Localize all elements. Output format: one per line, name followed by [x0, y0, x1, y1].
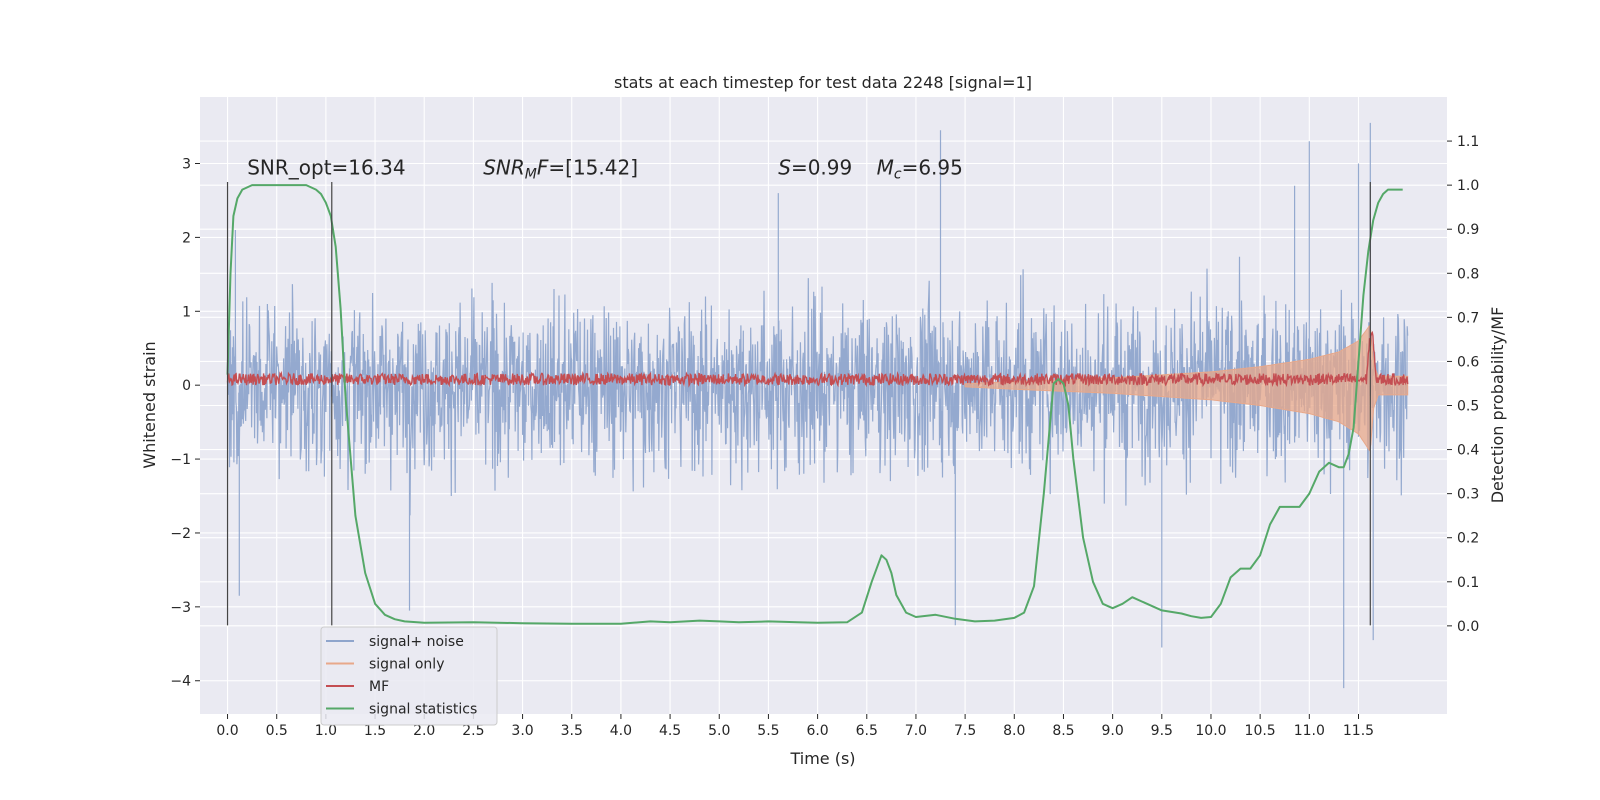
- x-tick-label: 10.0: [1195, 723, 1226, 739]
- chart-title: stats at each timestep for test data 224…: [614, 73, 1032, 92]
- chart-marks: [226, 122, 1409, 689]
- x-tick-label: 10.5: [1245, 723, 1276, 739]
- y2-tick-label: 1.1: [1457, 134, 1479, 150]
- y-tick-label: 0: [182, 378, 191, 394]
- x-tick-label: 9.5: [1151, 723, 1173, 739]
- x-tick-label: 7.5: [954, 723, 976, 739]
- y2-tick-label: 0.7: [1457, 310, 1479, 326]
- x-tick-label: 6.0: [806, 723, 828, 739]
- x-tick-label: 1.0: [315, 723, 337, 739]
- legend: signal+ noise signal only MF signal statist…: [320, 626, 498, 726]
- y2-tick-label: 0.5: [1457, 399, 1479, 415]
- y-tick-label: −2: [170, 526, 191, 542]
- legend-label: signal statistics: [369, 702, 477, 718]
- x-tick-label: 4.0: [610, 723, 632, 739]
- x-tick-label: 0.5: [266, 723, 288, 739]
- y-tick-label: −3: [170, 600, 191, 616]
- x-tick-label: 2.0: [413, 723, 435, 739]
- x-tick-label: 5.5: [757, 723, 779, 739]
- y2-tick-label: 0.1: [1457, 575, 1479, 591]
- y-tick-label: −1: [170, 452, 191, 468]
- x-tick-label: 4.5: [659, 723, 681, 739]
- x-tick-label: 8.5: [1052, 723, 1074, 739]
- x-tick-label: 8.0: [1003, 723, 1025, 739]
- legend-label: signal+ noise: [369, 634, 464, 650]
- y2-tick-labels: 1.1 1.0 0.9 0.8 0.7 0.6 0.5 0.4 0.3 0.2 0.1 0.0: [1447, 134, 1479, 635]
- y2-tick-label: 1.0: [1457, 178, 1479, 194]
- annotation-snr-mf: SNRMF=[15.42]: [483, 156, 638, 183]
- x-tick-label: 9.0: [1101, 723, 1123, 739]
- annotations: SNR_opt=16.34 SNRMF=[15.42] S=0.99 Mc=6.95: [247, 156, 963, 183]
- y2-tick-label: 0.6: [1457, 354, 1479, 370]
- x-tick-label: 11.5: [1343, 723, 1374, 739]
- y-tick-label: 1: [182, 304, 191, 320]
- annotation-snr-opt: SNR_opt=16.34: [247, 156, 405, 180]
- legend-label: signal only: [369, 657, 444, 673]
- y2-tick-label: 0.8: [1457, 266, 1479, 282]
- x-tick-label: 5.0: [708, 723, 730, 739]
- y-tick-label: −4: [170, 674, 191, 690]
- y2-tick-label: 0.9: [1457, 222, 1479, 238]
- y-axis-label: Whitened strain: [140, 341, 159, 468]
- y-tick-labels: 3 2 1 0 −1 −2 −3 −4: [170, 157, 200, 690]
- x-tick-label: 3.5: [561, 723, 583, 739]
- x-tick-label: 3.0: [511, 723, 533, 739]
- vertical-markers: [226, 181, 1371, 626]
- legend-label: MF: [369, 679, 389, 695]
- y2-axis-label: Detection probability/MF: [1488, 307, 1507, 504]
- y-tick-label: 2: [182, 230, 191, 246]
- y2-tick-label: 0.4: [1457, 443, 1479, 459]
- annotation-s: S=0.99: [778, 156, 852, 180]
- y2-tick-label: 0.0: [1457, 619, 1479, 635]
- series-signal-statistics: [226, 184, 1403, 625]
- x-tick-label: 7.0: [905, 723, 927, 739]
- annotation-mc: Mc=6.95: [877, 156, 963, 183]
- y2-tick-label: 0.2: [1457, 531, 1479, 547]
- y-tick-label: 3: [182, 157, 191, 173]
- y2-tick-label: 0.3: [1457, 487, 1479, 503]
- x-tick-label: 0.0: [216, 723, 238, 739]
- x-tick-label: 11.0: [1294, 723, 1325, 739]
- x-tick-labels: 0.0 0.5 1.0 1.5 2.0 2.5 3.0 3.5 4.0 4.5 5.0 5.5 6.0 6…: [216, 714, 1374, 739]
- x-tick-label: 2.5: [462, 723, 484, 739]
- x-tick-label: 6.5: [856, 723, 878, 739]
- x-tick-label: 1.5: [364, 723, 386, 739]
- x-axis-label: Time (s): [789, 749, 855, 768]
- legend-box: [320, 626, 498, 726]
- series-mf: [226, 330, 1409, 388]
